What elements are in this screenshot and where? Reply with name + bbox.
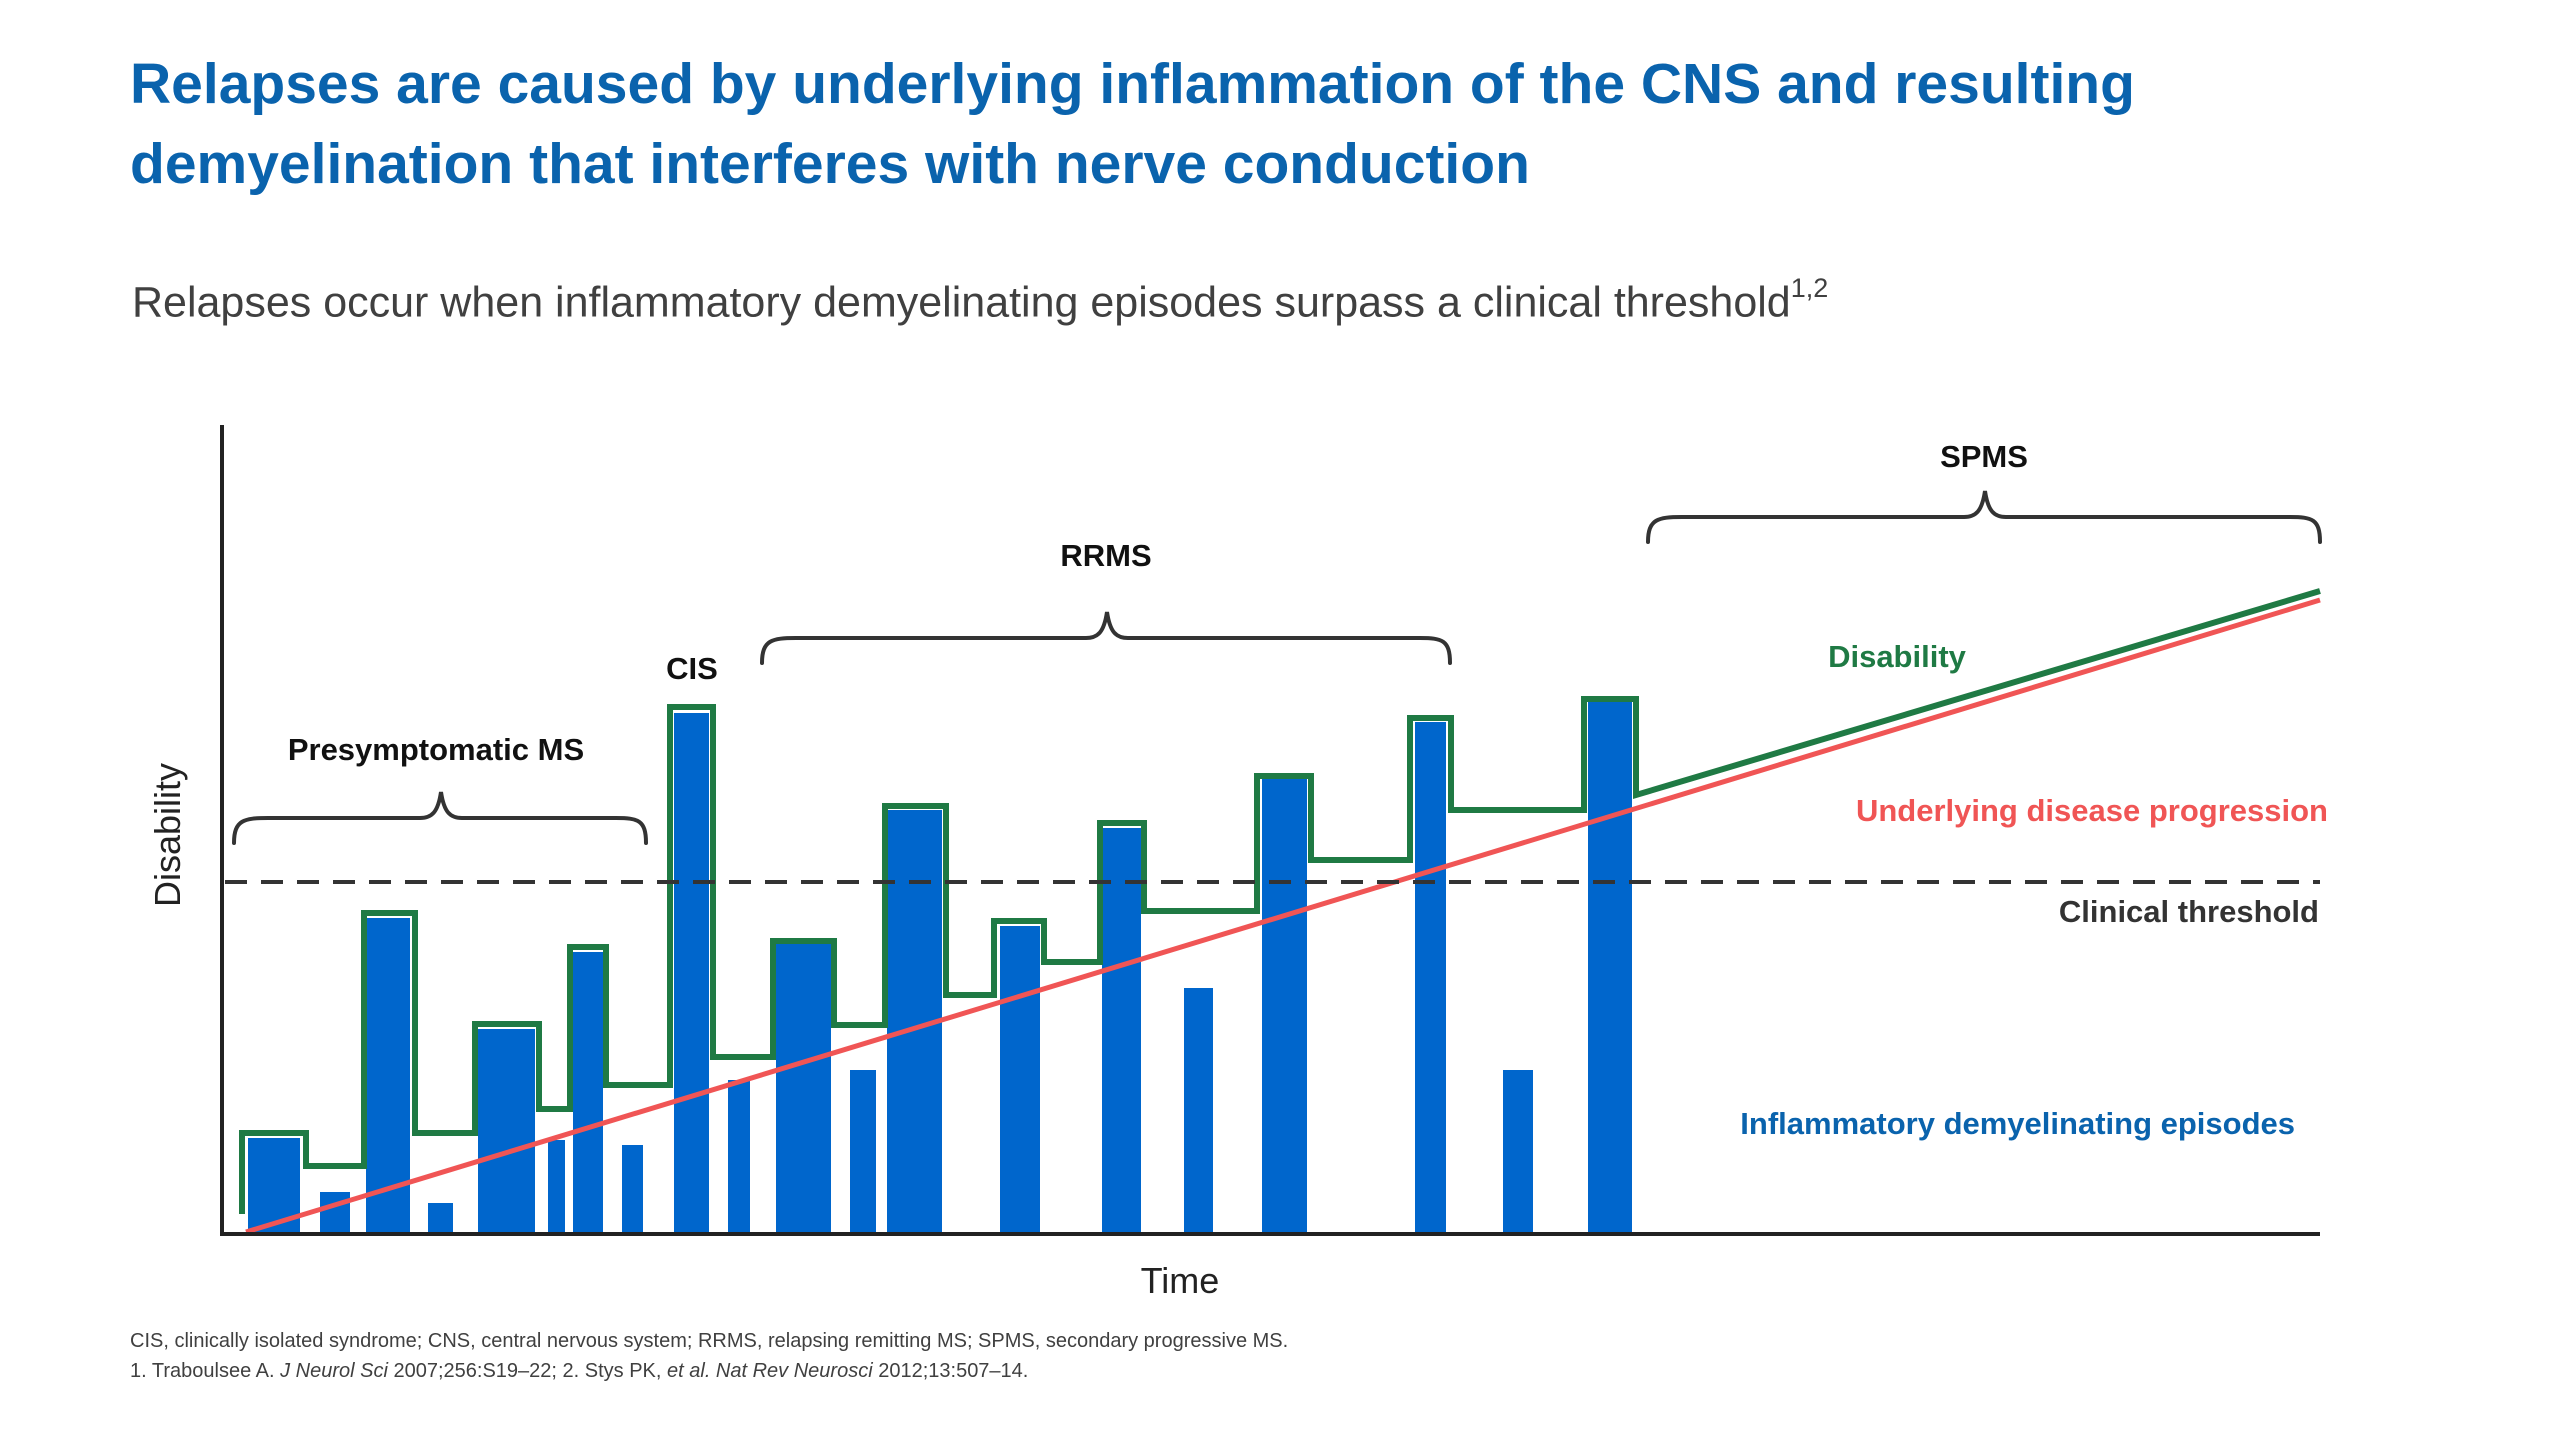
episode-bar [573, 952, 603, 1232]
episode-bar [1415, 722, 1446, 1232]
ref-1-details: 2007;256:S19–22; 2. Stys PK, [387, 1360, 668, 1382]
threshold-legend: Clinical threshold [2059, 894, 2319, 929]
episode-bar [622, 1145, 643, 1232]
episode-bar [478, 1029, 535, 1232]
episode-bar [1588, 701, 1632, 1232]
progression-legend: Underlying disease progression [1856, 793, 2328, 828]
episode-bar [366, 918, 410, 1232]
slide-subtitle: Relapses occur when inflammatory demyeli… [132, 262, 1828, 332]
spms-label: SPMS [1940, 439, 2028, 474]
title-line-1: Relapses are caused by underlying inflam… [130, 52, 2135, 116]
ref-2-details: 2012;13:507–14. [872, 1360, 1029, 1382]
disability-line [239, 588, 2321, 1214]
episode-bar [428, 1203, 453, 1232]
subtitle-references: 1,2 [1790, 273, 1829, 303]
y-axis-label: Disability [147, 763, 188, 907]
episodes-legend: Inflammatory demyelinating episodes [1740, 1106, 2295, 1141]
episode-bar [1102, 828, 1141, 1232]
references-note: 1. Traboulsee A. J Neurol Sci 2007;256:S… [130, 1356, 1288, 1386]
episode-bar [320, 1192, 350, 1232]
presymptomatic-label: Presymptomatic MS [288, 732, 584, 767]
presymptomatic-brace [232, 791, 648, 845]
subtitle-text: Relapses occur when inflammatory demyeli… [132, 278, 1791, 327]
progression-line [245, 597, 2321, 1235]
episode-bar [850, 1070, 876, 1232]
rrms-label: RRMS [1060, 538, 1151, 573]
footnotes: CIS, clinically isolated syndrome; CNS, … [130, 1326, 1288, 1386]
episode-bar [1184, 988, 1213, 1232]
episode-bar [728, 1080, 750, 1232]
x-axis-label: Time [1141, 1260, 1220, 1301]
episode-bar [1000, 926, 1040, 1232]
episode-bar [776, 943, 831, 1232]
episode-bar [548, 1140, 565, 1232]
ref-1-author: 1. Traboulsee A. [130, 1360, 281, 1382]
abbreviations-note: CIS, clinically isolated syndrome; CNS, … [130, 1330, 1289, 1352]
episode-bar [1503, 1070, 1533, 1232]
episode-bars [248, 701, 1632, 1232]
title-line-2: demyelination that interferes with nerve… [130, 132, 1530, 196]
rrms-brace [760, 611, 1452, 665]
episode-bar [1262, 779, 1307, 1232]
spms-brace [1646, 490, 2322, 544]
ref-2-journal: et al. Nat Rev Neurosci [667, 1360, 873, 1382]
episode-bar [674, 713, 709, 1232]
disability-legend: Disability [1828, 639, 1967, 674]
ref-1-journal: J Neurol Sci [280, 1360, 388, 1382]
slide-title: Relapses are caused by underlying inflam… [130, 44, 2430, 204]
cis-label: CIS [666, 651, 718, 686]
